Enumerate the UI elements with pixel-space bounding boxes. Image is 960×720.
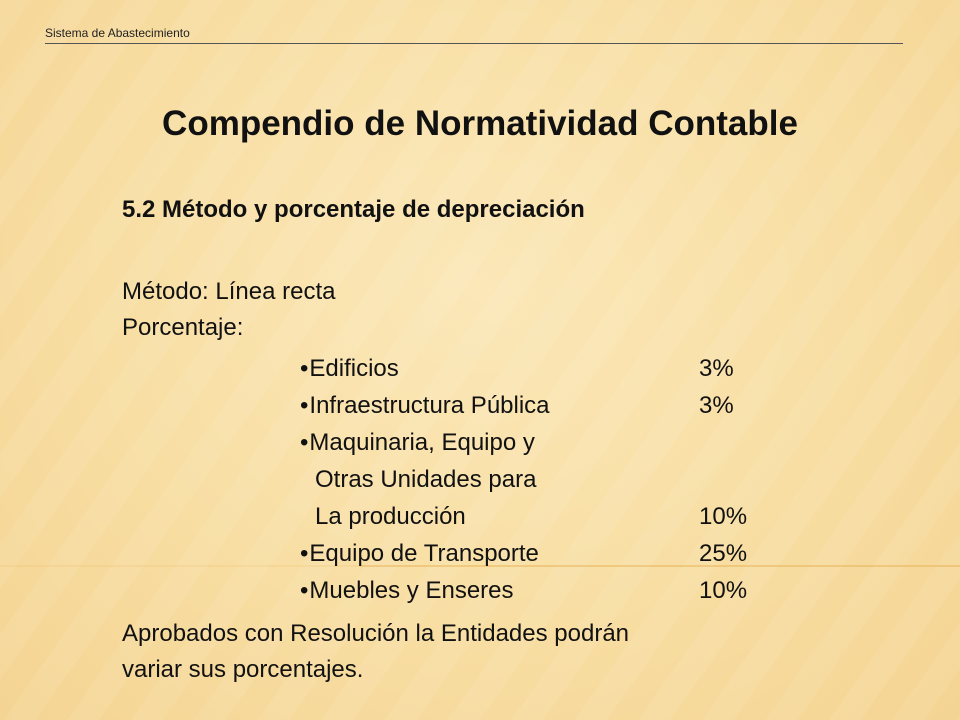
- list-item: •Edificios: [300, 355, 399, 382]
- list-item: •Equipo de Transporte: [300, 540, 539, 567]
- list-item-percent: 10%: [699, 503, 748, 530]
- header-label: Sistema de Abastecimiento: [45, 26, 190, 40]
- bullet-icon: •: [300, 540, 309, 567]
- footer-note-line: Aprobados con Resolución la Entidades po…: [122, 620, 630, 647]
- list-item-percent: 3%: [699, 392, 734, 419]
- bullet-icon: •: [300, 392, 309, 419]
- header-divider: [45, 43, 903, 44]
- percentage-label: Porcentaje:: [122, 314, 244, 341]
- list-item-continuation: La producción: [315, 503, 466, 530]
- list-item-percent: 25%: [699, 540, 748, 567]
- list-item-percent: 10%: [699, 577, 748, 604]
- bullet-icon: •: [300, 577, 309, 604]
- list-item: •Infraestructura Pública: [300, 392, 550, 419]
- bullet-icon: •: [300, 355, 309, 382]
- page-title: Compendio de Normatividad Contable: [162, 104, 798, 143]
- list-item-percent: 3%: [699, 355, 734, 382]
- list-item: •Muebles y Enseres: [300, 577, 514, 604]
- method-line: Método: Línea recta: [122, 278, 336, 305]
- list-item-continuation: Otras Unidades para: [315, 466, 537, 493]
- list-item: •Maquinaria, Equipo y: [300, 429, 535, 456]
- footer-note-line: variar sus porcentajes.: [122, 656, 364, 683]
- bullet-icon: •: [300, 429, 309, 456]
- section-heading: 5.2 Método y porcentaje de depreciación: [122, 196, 585, 223]
